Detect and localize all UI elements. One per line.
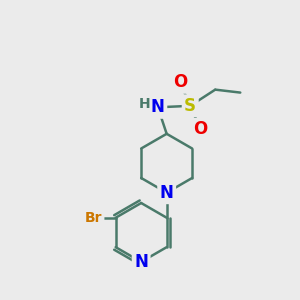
Text: S: S <box>184 97 196 115</box>
Text: N: N <box>134 253 148 271</box>
Text: N: N <box>151 98 165 116</box>
Text: Br: Br <box>85 211 102 225</box>
Text: O: O <box>194 120 208 138</box>
Text: H: H <box>139 98 150 111</box>
Text: N: N <box>160 184 174 202</box>
Text: O: O <box>173 73 187 91</box>
